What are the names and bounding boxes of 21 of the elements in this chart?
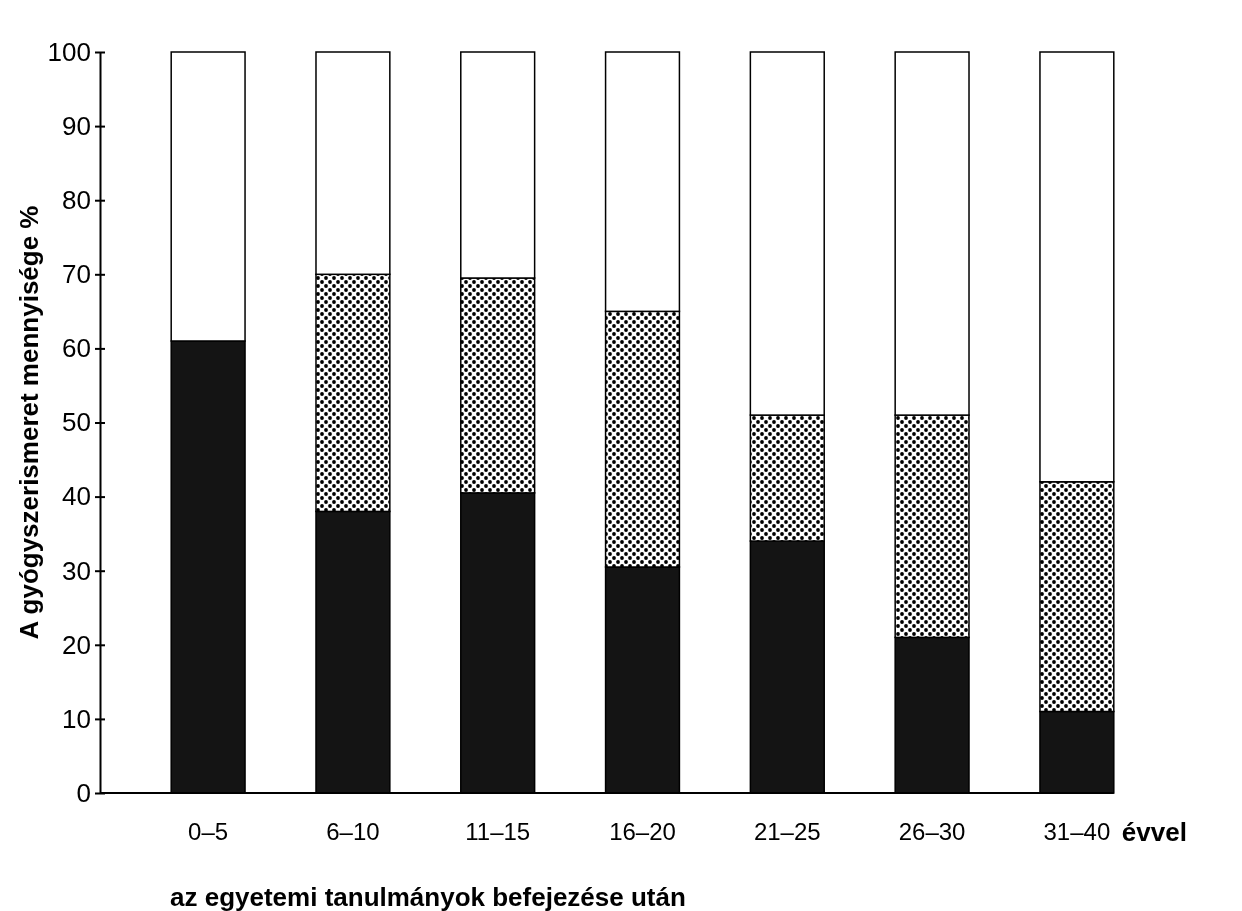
y-tick-label: 10 <box>62 703 91 734</box>
y-tick-label: 100 <box>47 36 91 67</box>
x-tick-label: 31–40 <box>1043 818 1111 846</box>
y-tick-label: 50 <box>62 407 91 438</box>
x-axis-title: az egyetemi tanulmányok befejezése után <box>170 882 686 911</box>
x-tick-label: 16–20 <box>609 818 676 846</box>
y-tick-label: 0 <box>76 777 91 808</box>
x-tick-label: 11–15 <box>465 818 531 846</box>
y-axis-title: A gyógyszerismeret mennyisége % <box>14 205 44 640</box>
x-tick-label: 21–25 <box>753 818 821 846</box>
y-tick-label: 20 <box>62 629 91 660</box>
x-tick-label: 6–10 <box>326 818 380 846</box>
y-tick-label: 40 <box>62 481 91 512</box>
y-tick-label: 70 <box>62 259 91 290</box>
x-tick-label: 26–30 <box>898 818 966 846</box>
y-tick-label: 30 <box>62 555 91 586</box>
x-tick-label: 0–5 <box>188 818 229 846</box>
text: évvel <box>1121 817 1187 847</box>
y-tick-label: 80 <box>62 185 91 216</box>
y-tick-label: 90 <box>62 110 91 141</box>
y-tick-label: 60 <box>62 333 91 364</box>
